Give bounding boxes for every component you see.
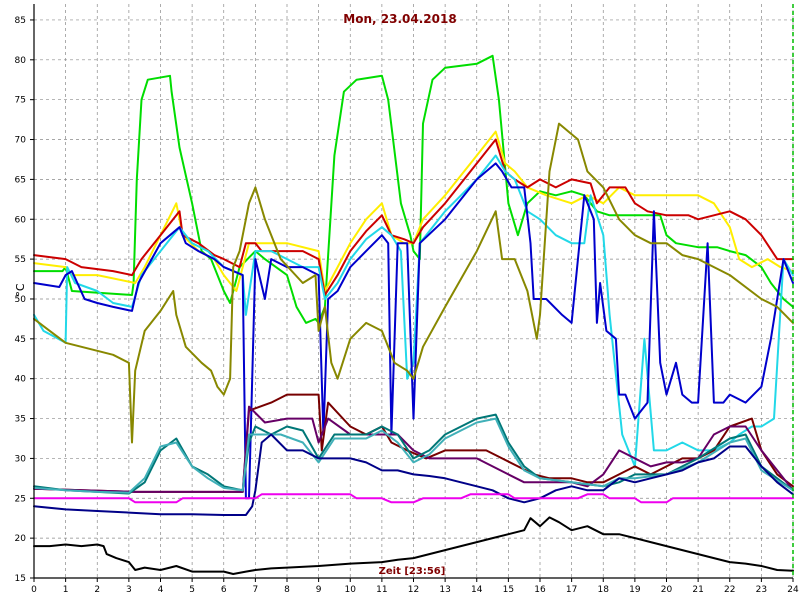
chart-title: Mon, 23.04.2018 <box>343 12 456 26</box>
y-tick-label: 55 <box>15 255 26 265</box>
series-line-10 <box>33 417 794 494</box>
x-tick-label: 13 <box>439 585 450 595</box>
series-group <box>33 54 794 575</box>
y-tick-label: 65 <box>15 175 26 185</box>
x-tick-label: 7 <box>253 585 259 595</box>
x-tick-label: 23 <box>756 585 767 595</box>
series-line-1 <box>33 54 794 324</box>
x-tick-label: 17 <box>566 585 577 595</box>
x-tick-label: 19 <box>629 585 641 595</box>
series-line-3 <box>33 138 794 296</box>
x-tick-label: 1 <box>63 585 69 595</box>
y-tick-label: 30 <box>15 454 27 464</box>
x-tick-label: 9 <box>316 585 322 595</box>
x-tick-label: 16 <box>534 585 546 595</box>
y-tick-label: 85 <box>15 16 26 26</box>
x-tick-label: 0 <box>31 585 37 595</box>
series-line-12 <box>33 493 794 504</box>
x-tick-label: 15 <box>503 585 514 595</box>
y-axis-label: °C <box>14 283 27 297</box>
y-tick-label: 15 <box>15 574 26 584</box>
y-tick-label: 75 <box>15 96 26 106</box>
x-tick-label: 24 <box>787 585 799 595</box>
x-axis-label: Zeit [23:56] <box>379 566 446 577</box>
axes <box>30 4 794 582</box>
x-tick-label: 2 <box>94 585 100 595</box>
x-tick-label: 4 <box>158 585 164 595</box>
x-tick-label: 6 <box>221 585 227 595</box>
x-tick-label: 21 <box>692 585 703 595</box>
y-tick-label: 45 <box>15 335 26 345</box>
x-tick-label: 18 <box>598 585 610 595</box>
y-tick-label: 70 <box>15 136 27 146</box>
x-tick-label: 8 <box>284 585 290 595</box>
y-tick-label: 50 <box>15 295 27 305</box>
y-tick-label: 80 <box>15 56 27 66</box>
tick-labels: 0 1 2 3 4 5 6 7 8 9 10 11 12 13 14 15 16 17 18 19 20 21 22 23 24… <box>15 16 799 595</box>
series-line-4 <box>33 154 794 468</box>
x-tick-label: 20 <box>661 585 673 595</box>
series-line-6 <box>33 122 794 444</box>
y-tick-label: 25 <box>15 494 26 504</box>
x-tick-label: 11 <box>376 585 387 595</box>
series-line-11 <box>33 433 794 516</box>
x-tick-label: 12 <box>408 585 419 595</box>
x-tick-label: 22 <box>724 585 735 595</box>
x-tick-label: 3 <box>126 585 132 595</box>
x-tick-label: 10 <box>345 585 357 595</box>
series-line-5 <box>33 162 794 500</box>
series-line-8 <box>33 405 794 493</box>
y-tick-label: 20 <box>15 534 27 544</box>
x-tick-label: 14 <box>471 585 483 595</box>
y-tick-label: 35 <box>15 415 26 425</box>
x-tick-label: 5 <box>189 585 195 595</box>
y-tick-label: 60 <box>15 215 27 225</box>
series-line-13 <box>33 516 794 575</box>
y-tick-label: 40 <box>15 375 27 385</box>
